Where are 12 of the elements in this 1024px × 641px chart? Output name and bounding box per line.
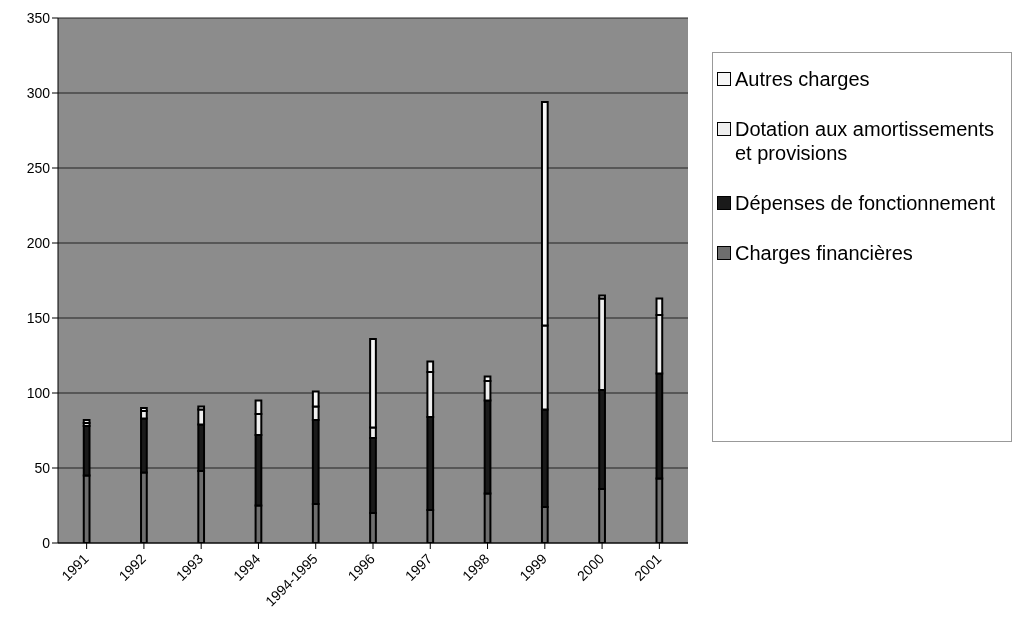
y-tick-label: 150 <box>26 309 51 326</box>
legend-label: Dotation aux amortissements et provisions <box>735 117 995 165</box>
y-tick-label: 50 <box>34 459 51 476</box>
y-tick-label: 0 <box>42 534 51 551</box>
y-tick-label: 200 <box>26 234 51 251</box>
y-tick-label: 250 <box>26 159 51 176</box>
y-tick-label: 300 <box>26 84 51 101</box>
legend-label: Dépenses de fonctionnement <box>735 191 996 215</box>
y-tick-label: 350 <box>26 9 51 26</box>
y-tick-label: 100 <box>26 384 51 401</box>
legend-label: Charges financières <box>735 241 913 265</box>
legend-label: Autres charges <box>735 67 870 91</box>
